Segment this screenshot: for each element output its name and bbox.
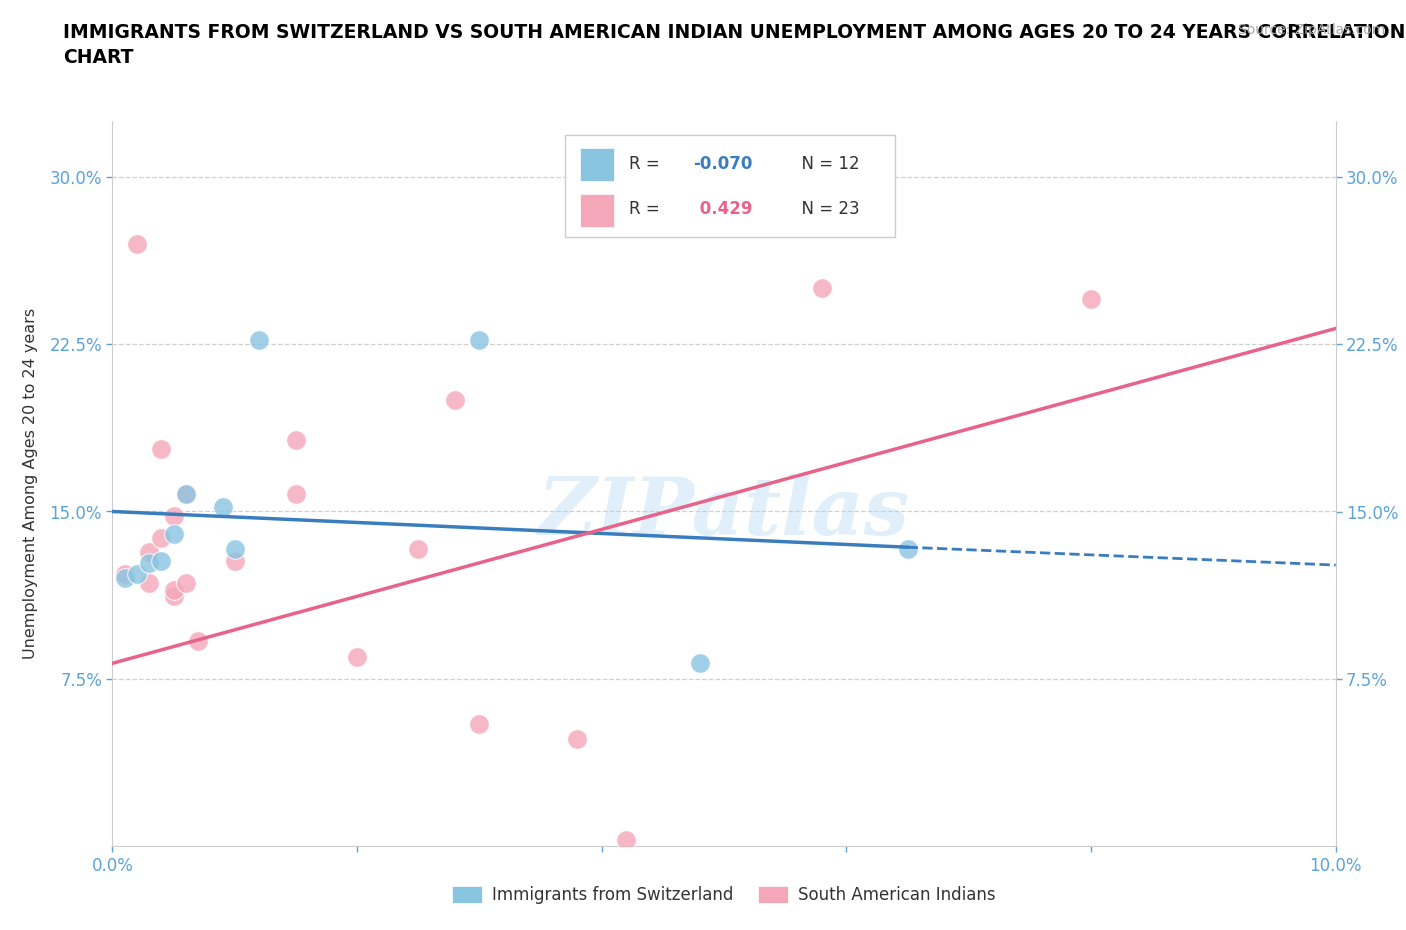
Text: Source: ZipAtlas.com: Source: ZipAtlas.com bbox=[1237, 23, 1385, 37]
Point bbox=[150, 553, 173, 568]
Point bbox=[468, 332, 491, 347]
Point bbox=[897, 542, 920, 557]
Y-axis label: Unemployment Among Ages 20 to 24 years: Unemployment Among Ages 20 to 24 years bbox=[24, 308, 38, 659]
Point bbox=[138, 576, 160, 591]
Text: N = 23: N = 23 bbox=[792, 200, 860, 218]
Point bbox=[224, 542, 246, 557]
Point bbox=[150, 442, 173, 457]
Point bbox=[163, 509, 186, 524]
Point bbox=[163, 582, 186, 597]
Text: -0.070: -0.070 bbox=[693, 154, 752, 173]
Text: 0.429: 0.429 bbox=[693, 200, 752, 218]
Text: R =: R = bbox=[628, 200, 665, 218]
Point bbox=[187, 633, 209, 648]
Point bbox=[114, 571, 136, 586]
Point bbox=[689, 656, 711, 671]
Text: IMMIGRANTS FROM SWITZERLAND VS SOUTH AMERICAN INDIAN UNEMPLOYMENT AMONG AGES 20 : IMMIGRANTS FROM SWITZERLAND VS SOUTH AME… bbox=[63, 23, 1406, 67]
Point bbox=[614, 832, 637, 847]
Point bbox=[163, 589, 186, 604]
Point bbox=[224, 553, 246, 568]
Point bbox=[408, 542, 430, 557]
Point bbox=[125, 236, 148, 251]
Point bbox=[346, 649, 368, 664]
Point bbox=[174, 486, 197, 501]
Point bbox=[811, 281, 834, 296]
Point bbox=[174, 576, 197, 591]
Point bbox=[567, 732, 589, 747]
FancyBboxPatch shape bbox=[579, 149, 614, 181]
Point bbox=[211, 499, 233, 514]
Point bbox=[174, 486, 197, 501]
Point bbox=[138, 555, 160, 570]
Point bbox=[150, 531, 173, 546]
Point bbox=[284, 432, 308, 447]
Legend: Immigrants from Switzerland, South American Indians: Immigrants from Switzerland, South Ameri… bbox=[446, 879, 1002, 910]
Point bbox=[247, 332, 270, 347]
Point bbox=[125, 566, 148, 581]
Text: N = 12: N = 12 bbox=[792, 154, 860, 173]
Point bbox=[284, 486, 308, 501]
FancyBboxPatch shape bbox=[565, 136, 896, 237]
Text: R =: R = bbox=[628, 154, 665, 173]
Point bbox=[114, 566, 136, 581]
Point bbox=[468, 716, 491, 731]
Text: ZIPatlas: ZIPatlas bbox=[538, 474, 910, 551]
Point bbox=[444, 392, 467, 407]
FancyBboxPatch shape bbox=[579, 194, 614, 227]
Point bbox=[1080, 292, 1102, 307]
Point bbox=[163, 526, 186, 541]
Point bbox=[138, 544, 160, 559]
